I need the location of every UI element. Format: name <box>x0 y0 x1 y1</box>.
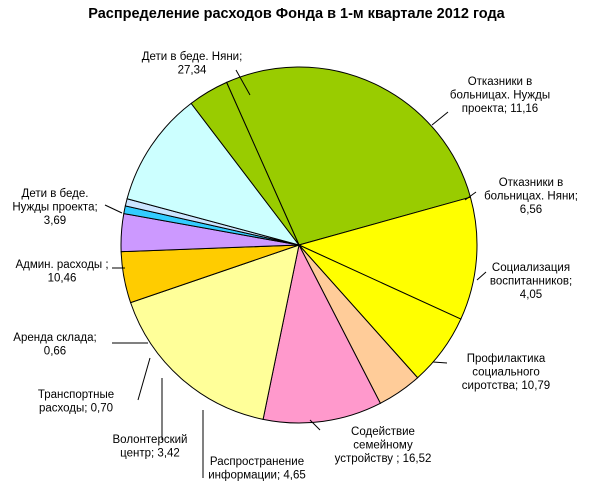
slice-label-line: Волонтерский <box>113 434 188 446</box>
slice-label-line: Аренда склада; <box>13 332 96 344</box>
slice-label: Содействие семейному устройству ; 16,52 <box>335 426 432 465</box>
slice-label: Социализация воспитанников; 4,05 <box>490 262 572 301</box>
slice-label-line: Отказники в <box>499 177 564 189</box>
pie-slice <box>297 196 478 320</box>
slice-label-line: Профилактика <box>467 353 546 365</box>
slice-label: Админ. расходы ; 10,46 <box>15 259 108 285</box>
pie-slice <box>190 81 300 246</box>
slice-label-line: 0,66 <box>44 346 66 358</box>
leader-line <box>104 204 123 214</box>
slice-label: Волонтерский центр; 3,42 <box>113 434 188 460</box>
slice-label-line: устройству ; 16,52 <box>335 453 432 465</box>
slice-label: Дети в беде. Няни; 27,34 <box>142 51 243 77</box>
slice-label-line: расходы; 0,70 <box>39 403 113 415</box>
slice-label-line: социального <box>472 367 539 379</box>
pie-slice <box>126 102 301 246</box>
chart-title: Распределение расходов Фонда в 1-м кварт… <box>88 6 505 22</box>
slice-label: Распространение информации; 4,65 <box>208 456 306 482</box>
slice-label: Аренда склада; 0,66 <box>13 332 96 358</box>
slice-label-line: центр; 3,42 <box>120 448 180 460</box>
slice-label-line: сиротства; 10,79 <box>462 380 550 392</box>
slice-label-line: воспитанников; <box>490 276 572 288</box>
leader-line <box>432 361 448 364</box>
leader-line <box>309 419 321 431</box>
slice-label-line: Дети в беде. Няни; <box>142 51 243 63</box>
slice-label-line: Содействие <box>351 426 415 438</box>
slice-label: Дети в беде. Нужды проекта; 3,69 <box>12 188 97 227</box>
slice-label-line: 4,05 <box>520 289 542 301</box>
slice-label-line: семейному <box>353 440 413 452</box>
leader-line <box>476 271 487 281</box>
slice-label-line: Нужды проекта; <box>12 202 97 214</box>
slice-label-line: информации; 4,65 <box>208 470 306 482</box>
slice-label-line: Транспортные <box>38 389 114 401</box>
slice-label-line: Распространение <box>210 456 304 468</box>
pie-slice <box>262 243 382 424</box>
slice-label-line: 10,46 <box>48 273 77 285</box>
slice-label-line: больницах. Нужды <box>450 90 550 102</box>
leader-line <box>464 191 477 201</box>
slice-label-line: Дети в беде. <box>22 188 89 200</box>
slice-label-line: больницах. Няни; <box>484 191 578 203</box>
leader-line <box>431 111 449 126</box>
leader-line <box>235 69 251 96</box>
slice-label-line: проекта; 11,16 <box>462 103 538 115</box>
slice-label-line: 27,34 <box>178 65 207 77</box>
slice-label: Отказники в больницах. Няни; 6,56 <box>484 177 578 216</box>
slice-label-line: Социализация <box>492 262 570 274</box>
slice-label-line: 3,69 <box>44 215 66 227</box>
slice-label-line: 6,56 <box>520 204 542 216</box>
slice-label-line: Админ. расходы ; <box>15 259 108 271</box>
slice-label-line: Отказники в <box>468 76 533 88</box>
slice-label: Профилактика социального сиротства; 10,79 <box>462 353 550 392</box>
slice-label: Транспортные расходы; 0,70 <box>38 389 114 415</box>
pie-slice <box>225 66 472 246</box>
leader-line <box>137 357 151 401</box>
slice-label: Отказники в больницах. Нужды проекта; 11,1… <box>450 76 550 115</box>
